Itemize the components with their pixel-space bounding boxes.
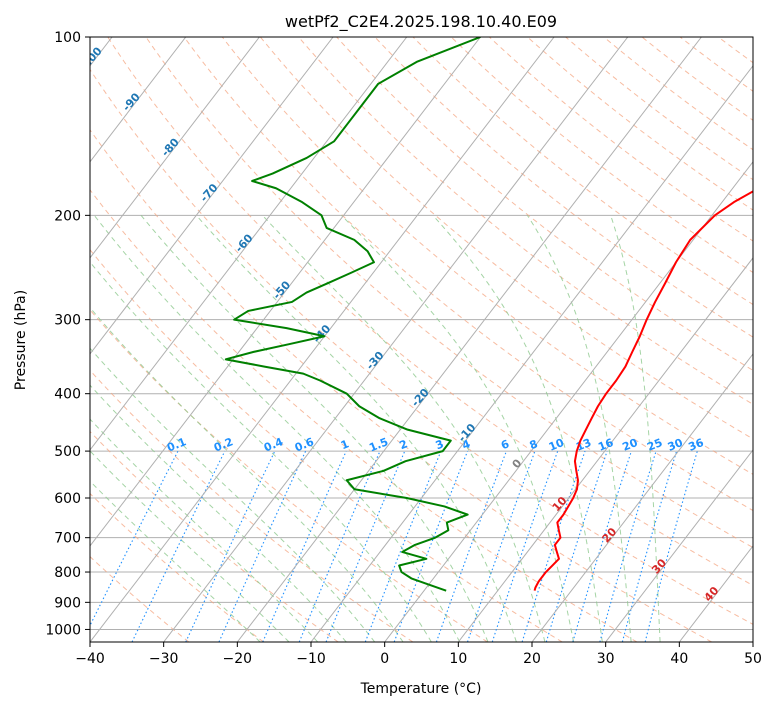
y-tick-label: 600 — [54, 491, 81, 507]
moist-adiabat-line — [90, 306, 404, 642]
y-tick-label: 400 — [54, 387, 81, 403]
x-tick-label: 0 — [380, 651, 389, 667]
x-tick-label: 40 — [670, 651, 688, 667]
dry-adiabat-line — [90, 189, 638, 642]
y-tick-label: 1000 — [45, 622, 81, 638]
moist-adiabat-line — [90, 418, 319, 642]
mixing-ratio-line — [572, 450, 632, 642]
dry-adiabat-line — [90, 430, 339, 642]
plot-background — [90, 37, 753, 642]
x-tick-label: 30 — [597, 651, 615, 667]
isotherm-line — [384, 161, 753, 642]
isotherm-line — [90, 37, 187, 163]
y-axis-label: Pressure (hPa) — [13, 290, 29, 390]
mixing-ratio-line — [466, 450, 536, 642]
x-tick-label: −10 — [296, 651, 326, 667]
mixing-ratio-label: 13 — [574, 436, 593, 454]
mixing-ratio-label: 2 — [397, 437, 409, 452]
dry-adiabat-line — [90, 128, 712, 642]
mixing-ratio-label: 8 — [528, 437, 540, 452]
temperature-profile-line — [533, 190, 753, 591]
mixing-ratio-line — [545, 450, 608, 642]
moist-adiabat-line — [90, 261, 432, 642]
mixing-ratio-line — [521, 450, 586, 642]
x-axis-label: Temperature (°C) — [360, 681, 482, 697]
mixing-ratio-label: 36 — [686, 436, 705, 454]
moist-adiabat-line — [432, 215, 603, 642]
y-tick-label: 500 — [54, 444, 81, 460]
isotherm-line — [90, 37, 260, 259]
mixing-ratio-line — [262, 450, 347, 642]
x-tick-label: 20 — [523, 651, 541, 667]
mixing-ratio-label: 1 — [339, 437, 351, 452]
moist-adiabat-line — [93, 215, 461, 642]
mixing-ratio-line — [90, 450, 179, 627]
isotherm-line — [90, 37, 408, 451]
moist-adiabat-line — [195, 215, 517, 642]
mixing-ratio-line — [364, 450, 442, 642]
mixing-ratio-line — [599, 450, 657, 642]
x-axis-ticks: −40 −30 −20 −10 0 10 20 30 40 50 — [75, 642, 762, 667]
mixing-ratio-label: 20 — [621, 436, 640, 454]
mixing-ratio-line — [621, 450, 678, 642]
mixing-ratio-label: 16 — [596, 436, 615, 454]
y-tick-label: 900 — [54, 595, 81, 611]
x-tick-label: −20 — [223, 651, 253, 667]
isotherm-line — [457, 257, 753, 642]
y-tick-label: 100 — [54, 30, 81, 46]
y-tick-label: 800 — [54, 565, 81, 581]
isotherm-line — [752, 641, 753, 642]
dry-adiabat-line — [756, 37, 775, 642]
y-tick-label: 700 — [54, 531, 81, 547]
isotherms — [90, 37, 753, 642]
moist-adiabat-line — [90, 480, 261, 642]
isotherm-line — [605, 449, 753, 642]
chart-title: wetPf2_C2E4.2025.198.10.40.E09 — [285, 12, 557, 32]
dewpoint-profile-line — [224, 37, 481, 592]
x-tick-label: 10 — [449, 651, 467, 667]
y-tick-label: 300 — [54, 313, 81, 329]
moist-adiabat-line — [90, 347, 376, 642]
moist-adiabat-line — [610, 215, 661, 642]
x-tick-label: 50 — [744, 651, 762, 667]
moist-adiabat-line — [526, 215, 632, 642]
y-axis-ticks: 1000 900 800 700 600 500 400 300 200 100 — [45, 30, 90, 638]
plot-frame — [89, 36, 754, 643]
dry-adiabat-line — [183, 37, 753, 512]
isotherm-line — [236, 37, 702, 642]
isotherm-line — [90, 37, 481, 547]
grid-lines — [90, 37, 753, 630]
x-tick-label: −30 — [149, 651, 179, 667]
dry-adiabat-line — [90, 248, 563, 642]
mixing-ratio-line — [435, 450, 507, 642]
dry-adiabat-line — [90, 555, 190, 642]
isotherm-line — [310, 64, 753, 642]
y-tick-label: 200 — [54, 208, 81, 224]
isotherm-line — [90, 37, 334, 355]
mixing-ratio-label: 10 — [547, 436, 566, 454]
moist-adiabat-line — [341, 214, 575, 642]
mixing-ratio-line — [325, 450, 406, 642]
mixing-ratio-label: 25 — [645, 436, 664, 454]
dry-adiabat-line — [259, 37, 753, 440]
x-tick-label: −40 — [75, 651, 105, 667]
moist-adiabat-line — [262, 214, 546, 642]
isotherm-line — [163, 37, 629, 642]
plot-area — [90, 37, 753, 642]
dry-adiabat-line — [90, 309, 488, 642]
mixing-ratio-label: 30 — [666, 436, 685, 454]
isotherm-line — [90, 37, 555, 642]
profiles — [224, 37, 753, 592]
mixing-ratio-line — [298, 450, 381, 642]
mixing-ratio-line — [491, 450, 559, 642]
isotherm-line — [531, 353, 753, 642]
dry-adiabat-line — [107, 37, 753, 587]
mixing-ratio-label: 3 — [434, 437, 446, 452]
